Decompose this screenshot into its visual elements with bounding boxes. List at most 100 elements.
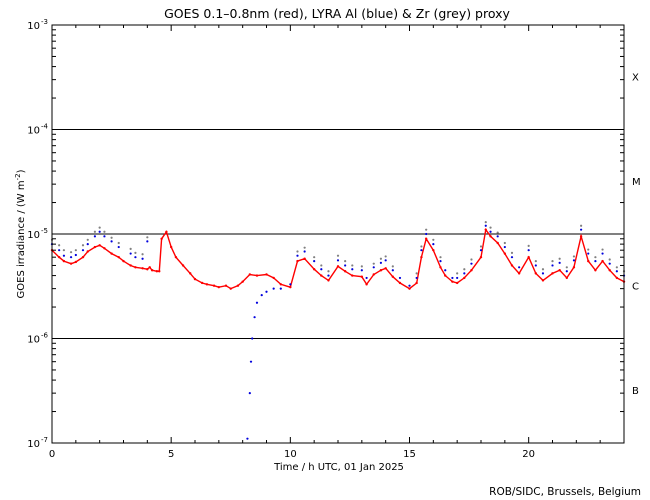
data-point xyxy=(141,267,144,270)
data-point xyxy=(98,226,101,229)
data-point xyxy=(117,241,120,245)
flare-class-labels: X M C B xyxy=(632,73,641,397)
data-point xyxy=(303,250,306,253)
data-point xyxy=(86,238,89,241)
data-point xyxy=(398,276,402,280)
data-point xyxy=(93,245,97,249)
y-tick-label: 10 xyxy=(27,439,40,450)
data-point xyxy=(534,272,538,275)
data-point xyxy=(134,266,137,269)
data-point xyxy=(98,230,101,233)
data-point xyxy=(534,260,537,263)
series-line xyxy=(51,227,625,290)
data-point xyxy=(439,266,442,269)
data-point xyxy=(289,285,292,289)
data-point xyxy=(601,248,604,251)
data-point xyxy=(489,226,492,229)
data-point xyxy=(249,360,253,363)
data-point xyxy=(272,287,275,290)
y-tick-exponent: -5 xyxy=(41,227,48,235)
data-point xyxy=(420,245,423,248)
x-tick-label: 0 xyxy=(49,449,55,460)
data-point xyxy=(360,269,363,272)
data-point xyxy=(265,273,268,276)
data-point xyxy=(86,243,89,246)
data-point xyxy=(158,270,161,273)
data-point xyxy=(74,249,77,252)
data-point xyxy=(420,255,423,259)
data-point xyxy=(205,283,209,286)
data-point xyxy=(565,270,568,273)
flare-class-threshold-lines xyxy=(52,129,624,339)
y-tick-exponent: -6 xyxy=(41,332,49,340)
data-point xyxy=(86,250,89,253)
data-point xyxy=(451,280,454,283)
data-point xyxy=(155,270,159,273)
data-point xyxy=(344,260,347,263)
data-point xyxy=(372,262,375,265)
data-point xyxy=(279,283,282,286)
x-tick-label: 20 xyxy=(522,449,535,460)
data-point xyxy=(479,245,483,248)
data-point xyxy=(425,232,428,236)
data-point xyxy=(496,241,499,245)
y-tick-label: 10 xyxy=(27,126,40,137)
data-point xyxy=(351,268,354,271)
data-point xyxy=(615,270,618,273)
data-point xyxy=(58,249,61,252)
data-point xyxy=(58,244,61,247)
data-point xyxy=(503,252,507,255)
data-point xyxy=(527,249,530,252)
data-point xyxy=(303,246,306,249)
data-point xyxy=(110,236,113,239)
data-point xyxy=(496,231,499,234)
data-point xyxy=(601,259,604,263)
chart-title: GOES 0.1–0.8nm (red), LYRA Al (blue) & Z… xyxy=(164,6,510,21)
data-point xyxy=(327,274,330,277)
data-point xyxy=(587,252,590,255)
data-point xyxy=(534,264,537,267)
data-point xyxy=(160,237,163,240)
data-point xyxy=(444,269,447,272)
data-point xyxy=(279,287,282,290)
data-point xyxy=(408,284,411,287)
y-axis-label-main: GOES irradiance / (W m xyxy=(16,180,27,298)
data-point xyxy=(372,273,375,276)
y-axis-label-superscript: -2 xyxy=(14,173,22,180)
data-point xyxy=(148,266,151,269)
data-point xyxy=(255,274,259,277)
data-point xyxy=(272,276,275,280)
data-point xyxy=(296,254,299,257)
data-point xyxy=(81,244,85,247)
data-point xyxy=(572,259,576,262)
data-point xyxy=(336,254,340,257)
data-point xyxy=(372,266,375,269)
x-axis-label: Time / h UTC, 01 Jan 2025 xyxy=(273,462,404,473)
data-point xyxy=(594,269,597,272)
data-point xyxy=(360,275,364,278)
data-point xyxy=(517,272,521,275)
data-point xyxy=(241,280,244,283)
data-point xyxy=(312,268,316,271)
data-point xyxy=(408,287,411,290)
data-point xyxy=(303,257,306,260)
data-point xyxy=(608,262,611,265)
data-point xyxy=(463,276,466,280)
y-tick-label: 10 xyxy=(27,230,40,241)
data-point xyxy=(81,255,85,259)
data-point xyxy=(351,264,354,267)
data-point xyxy=(384,267,387,270)
data-point xyxy=(103,235,106,238)
data-point xyxy=(248,273,252,276)
data-point xyxy=(432,238,435,241)
data-point xyxy=(296,250,299,253)
data-point xyxy=(398,281,402,285)
data-point xyxy=(541,279,545,282)
data-point xyxy=(565,276,568,280)
data-point xyxy=(455,281,459,285)
data-point xyxy=(117,245,120,249)
data-point xyxy=(343,270,347,273)
y-tick-label: 10 xyxy=(27,21,40,32)
data-point xyxy=(110,240,113,243)
data-point xyxy=(594,260,597,263)
